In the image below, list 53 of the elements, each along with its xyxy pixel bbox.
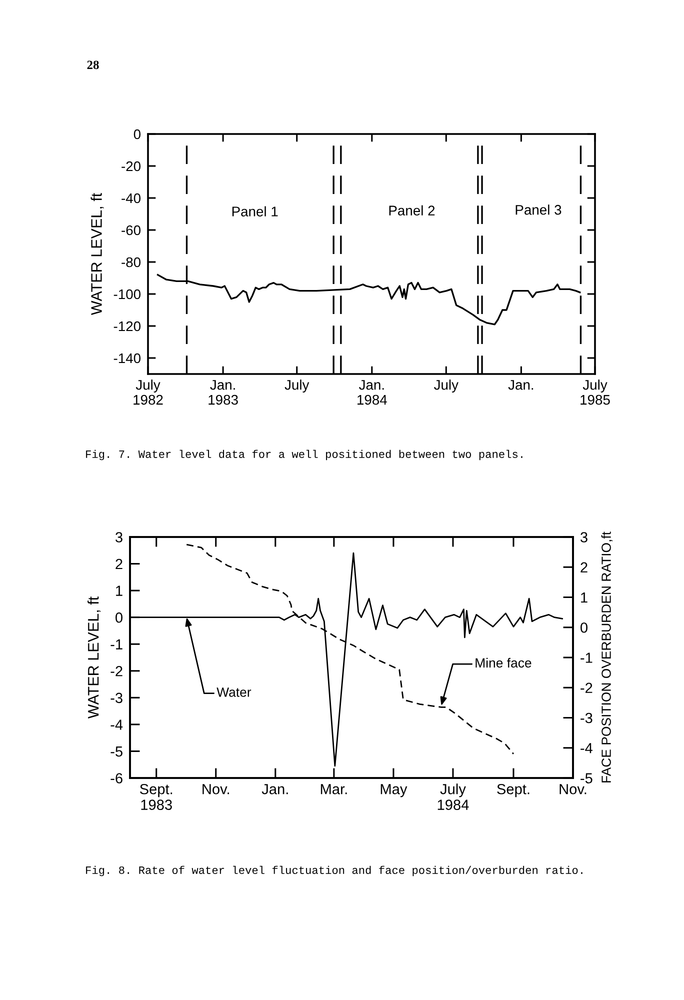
y2-tick-label: -5 bbox=[580, 773, 592, 784]
x-tick-label: Sept. bbox=[497, 784, 530, 798]
x-tick-label: May bbox=[380, 784, 408, 798]
annotation: Water bbox=[216, 688, 252, 697]
y-tick-label: -140 bbox=[114, 353, 141, 364]
y2-tick-label: 3 bbox=[580, 532, 588, 542]
x-tick-label: July 1985 bbox=[580, 380, 610, 405]
y-tick-label: -40 bbox=[122, 193, 141, 204]
x-tick-label: Jan. 1984 bbox=[358, 380, 387, 405]
x-tick-label: Sept. 1983 bbox=[140, 784, 172, 810]
y-tick-label: -20 bbox=[122, 161, 141, 172]
y-axis-title: WATER LEVEL, ft bbox=[90, 192, 104, 316]
x-tick-label: July 1982 bbox=[134, 380, 163, 405]
y2-axis-title: FACE POSITION OVERBURDEN RATIO,ft bbox=[601, 532, 612, 782]
y2-tick-label: -3 bbox=[580, 712, 592, 724]
x-tick-label: July 1984 bbox=[438, 784, 469, 810]
y-tick-label: -60 bbox=[122, 225, 141, 236]
y-tick-label: 1 bbox=[116, 586, 122, 596]
x-tick-label: Mar. bbox=[320, 784, 347, 794]
y-tick-label: -120 bbox=[114, 321, 141, 332]
caption: Fig. 8. Rate of water level fluctuation and face position/overburden ratio. bbox=[86, 866, 582, 876]
y2-tick-label: -2 bbox=[580, 682, 592, 693]
annotation: Panel 2 bbox=[389, 205, 435, 216]
y2-tick-label: 0 bbox=[580, 622, 588, 633]
caption: Fig. 7. Water level data for a well positioned between two panels. bbox=[86, 450, 522, 460]
y-tick-label: -80 bbox=[122, 257, 141, 268]
y-tick-label: -100 bbox=[114, 289, 141, 300]
y-axis-title: WATER LEVEL, ft bbox=[88, 596, 101, 719]
y-tick-label: 3 bbox=[116, 532, 122, 542]
y2-tick-label: 1 bbox=[581, 592, 588, 603]
x-tick-label: July bbox=[284, 380, 310, 393]
x-tick-label: Jan. bbox=[262, 784, 288, 794]
annotation: Panel 3 bbox=[516, 204, 562, 215]
y2-tick-label: 2 bbox=[580, 562, 588, 572]
y-tick-label: -2 bbox=[110, 666, 122, 676]
y-tick-label: -1 bbox=[110, 639, 122, 650]
y-tick-label: 0 bbox=[134, 129, 141, 140]
y-tick-label: -6 bbox=[110, 773, 122, 784]
x-tick-label: Jan. 1983 bbox=[208, 380, 238, 405]
text: 28 bbox=[87, 60, 99, 70]
y-tick-label: -3 bbox=[110, 692, 122, 704]
x-tick-label: July bbox=[434, 380, 458, 393]
annotation: Mine face bbox=[476, 658, 532, 668]
y-tick-label: 0 bbox=[116, 612, 122, 623]
x-tick-label: Nov. bbox=[560, 784, 586, 794]
y-tick-label: 2 bbox=[116, 558, 122, 570]
annotation: Panel 1 bbox=[232, 206, 278, 216]
x-tick-label: Nov. bbox=[202, 784, 229, 794]
y2-tick-label: -4 bbox=[580, 743, 592, 754]
y-tick-label: -5 bbox=[110, 746, 122, 757]
x-tick-label: Jan. bbox=[508, 380, 534, 390]
y-tick-label: -4 bbox=[110, 720, 123, 730]
y2-tick-label: -1 bbox=[580, 652, 592, 663]
